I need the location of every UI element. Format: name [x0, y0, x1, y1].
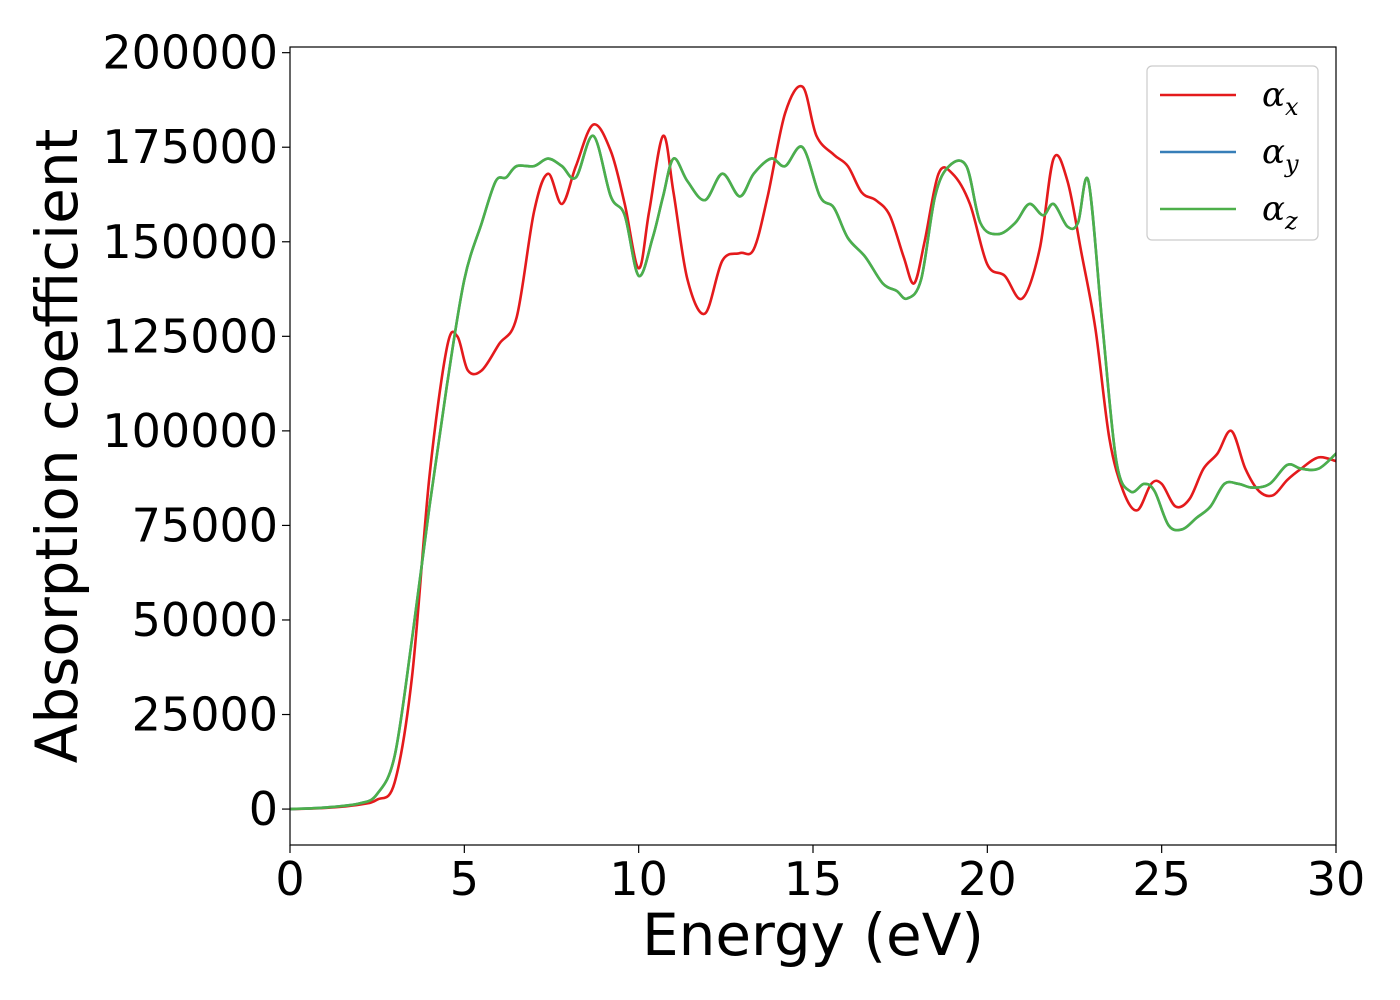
x-tick-label: 10 [609, 852, 668, 906]
series-layer [290, 84, 1336, 811]
legend-label-alpha-x: αx [1262, 75, 1299, 121]
x-tick-label: 20 [958, 852, 1017, 906]
y-tick-label: 125000 [102, 309, 278, 363]
x-tick-label: 15 [784, 852, 843, 906]
x-axis-title: Energy (eV) [642, 901, 984, 969]
legend-subscript: x [1285, 93, 1299, 121]
y-tick-label: 100000 [102, 404, 278, 458]
series-line-alpha-z [290, 134, 1336, 811]
x-tick-label: 5 [450, 852, 479, 906]
y-axis-title: Absorption coefficient [23, 129, 91, 764]
y-tick-label: 175000 [102, 120, 278, 174]
x-tick-label: 30 [1307, 852, 1366, 906]
legend-label-alpha-z: αz [1262, 189, 1298, 235]
legend-subscript: y [1284, 150, 1299, 178]
plot-frame [289, 46, 1337, 846]
y-axis-ticks: 0 25000 50000 75000 100000 125000 150000 175000… [102, 26, 290, 836]
y-tick-label: 150000 [102, 215, 278, 269]
x-tick-label: 0 [275, 852, 304, 906]
x-axis-ticks: 0 5 10 15 20 25 30 [275, 845, 1365, 906]
legend-symbol: α [1262, 75, 1285, 115]
x-tick-label: 25 [1132, 852, 1191, 906]
y-tick-label: 50000 [132, 593, 278, 647]
y-tick-label: 25000 [132, 688, 278, 742]
legend-symbol: α [1262, 189, 1285, 229]
series-line-alpha-x [290, 84, 1336, 811]
y-tick-label: 200000 [102, 26, 278, 80]
legend-symbol: α [1262, 132, 1285, 172]
legend-label-alpha-y: αy [1262, 132, 1299, 178]
y-tick-label: 0 [249, 782, 278, 836]
y-tick-label: 75000 [132, 498, 278, 552]
legend-subscript: z [1284, 207, 1298, 235]
